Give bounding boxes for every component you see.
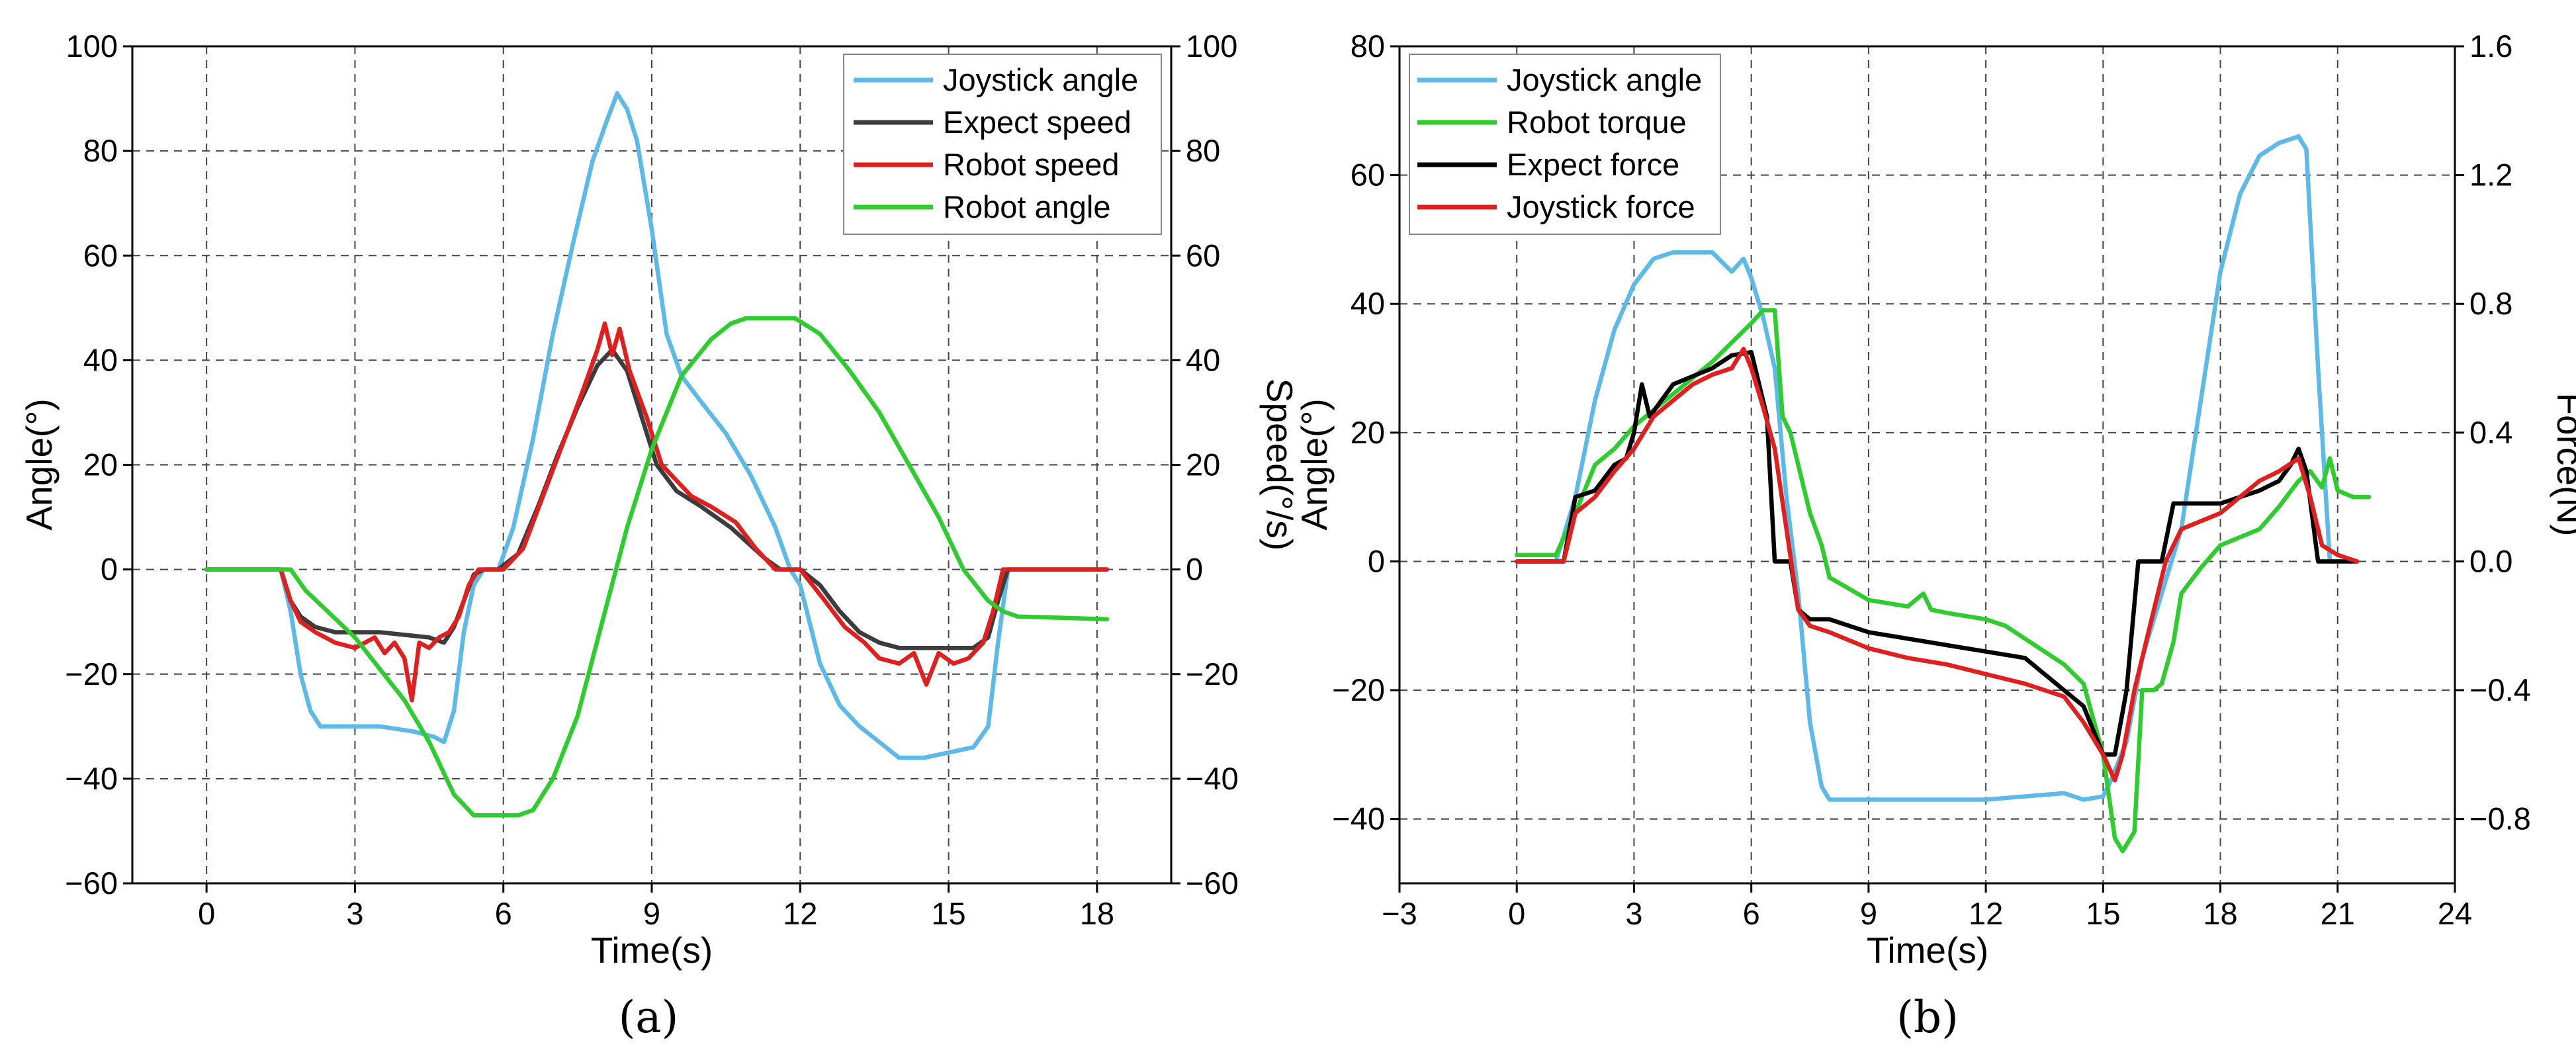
y-tick-label: 100 (66, 28, 118, 64)
panel-b-y2-ticks: −0.8 −0.4 0.0 0.4 0.8 1.2 1.6 (2455, 28, 2531, 836)
series-line-expect-force (1514, 349, 2360, 757)
panel-a-y-axis-label: Angle(°) (19, 398, 60, 530)
x-tick-label: 15 (2086, 896, 2120, 931)
panel-b-legend: Joystick angle Robot torque Expect force Jo… (1409, 54, 1721, 235)
x-tick-label: 12 (783, 896, 817, 931)
panel-b-series (1514, 134, 2372, 854)
x-tick-label: 9 (1860, 896, 1877, 931)
y2-tick-label: −60 (1186, 865, 1239, 901)
panel-a-x-ticks: 0 3 6 9 12 15 18 (198, 883, 1114, 931)
y2-tick-label: 60 (1186, 238, 1220, 273)
x-tick-label: 6 (1743, 896, 1760, 931)
x-tick-label: −3 (1382, 896, 1417, 931)
legend-entry-label: Expect force (1507, 147, 1679, 182)
y2-tick-label: −0.8 (2469, 801, 2531, 836)
legend-entry-label: Joystick angle (943, 62, 1138, 97)
legend-entry-label: Joystick force (1507, 189, 1695, 224)
y2-tick-label: 0.0 (2469, 543, 2512, 578)
panel-a-series (204, 91, 1110, 818)
series-line-robot-torque (1514, 308, 2372, 854)
x-tick-label: 3 (346, 896, 363, 931)
panel-a-legend-box (843, 54, 1162, 235)
panel-b-y2-axis-label: Force(N) (2550, 393, 2576, 537)
y-tick-label: 40 (83, 342, 118, 377)
panel-a-x-axis-label: Time(s) (591, 930, 713, 971)
y2-tick-label: −20 (1186, 656, 1239, 691)
x-tick-label: 15 (931, 896, 965, 931)
series-line-joystick-force (1514, 347, 2360, 783)
y-tick-label: 80 (83, 133, 118, 168)
y2-tick-label: 0 (1186, 552, 1203, 587)
y-tick-label: −20 (65, 656, 118, 691)
y-tick-label: −60 (65, 865, 118, 901)
series-line-robot-speed (204, 321, 1110, 703)
y-tick-label: 20 (1351, 415, 1385, 450)
y2-tick-label: 100 (1186, 28, 1237, 64)
series-line-expect-speed (204, 347, 1110, 650)
panel-b-plot-frame (1398, 45, 2456, 885)
x-tick-label: 24 (2438, 896, 2472, 931)
x-tick-label: 3 (1625, 896, 1642, 931)
legend-entry-label: Expect speed (943, 105, 1132, 140)
y-tick-label: 20 (83, 447, 118, 482)
y2-tick-label: 1.2 (2469, 157, 2512, 193)
x-tick-label: 6 (495, 896, 512, 931)
y2-tick-label: 0.4 (2469, 415, 2512, 450)
panel-a-y-ticks: −60 −40 −20 0 20 40 60 80 100 (65, 28, 132, 901)
y2-tick-label: −0.4 (2469, 672, 2531, 707)
y-tick-label: 80 (1351, 28, 1385, 64)
x-tick-label: 18 (1080, 896, 1114, 931)
y2-tick-label: 80 (1186, 133, 1220, 168)
series-line-joystick-angle (1514, 134, 2340, 802)
y2-tick-label: 40 (1186, 342, 1220, 377)
x-tick-label: 18 (2203, 896, 2237, 931)
y-tick-label: −40 (65, 761, 118, 796)
panel-a-y2-axis-label: Speed(°/s) (1259, 378, 1300, 551)
legend-entry-label: Robot speed (943, 147, 1120, 182)
y-tick-label: 60 (83, 238, 118, 273)
panel-b-caption: (b) (1896, 992, 1959, 1043)
legend-entry-label: Robot torque (1507, 105, 1687, 140)
y2-tick-label: 1.6 (2469, 28, 2512, 64)
x-tick-label: 0 (1508, 896, 1525, 931)
x-tick-label: 9 (643, 896, 660, 931)
y-tick-label: 0 (1368, 543, 1385, 578)
y-tick-label: −20 (1332, 672, 1385, 707)
x-tick-label: 12 (1969, 896, 2003, 931)
legend-entry-label: Robot angle (943, 189, 1110, 224)
series-line-robot-angle (204, 316, 1110, 818)
y2-tick-label: −40 (1186, 761, 1239, 796)
panel-a-y2-ticks: −60 −40 −20 0 20 40 60 80 100 (1171, 28, 1239, 901)
y-tick-label: 40 (1351, 286, 1385, 321)
panel-b-legend-box (1409, 54, 1721, 235)
x-tick-label: 21 (2321, 896, 2355, 931)
x-tick-label: 0 (198, 896, 215, 931)
panel-a-legend: Joystick angle Expect speed Robot speed Rob… (843, 54, 1162, 235)
panel-b-x-axis-label: Time(s) (1867, 930, 1988, 971)
y-tick-label: 0 (101, 552, 118, 587)
panel-a-caption: (a) (619, 992, 679, 1043)
legend-entry-label: Joystick angle (1507, 62, 1702, 97)
series-line-joystick-angle (204, 91, 1110, 760)
panel-b-x-ticks: −3 0 3 6 9 12 15 18 21 24 (1382, 883, 2472, 931)
panel-b-y-axis-label: Angle(°) (1294, 398, 1335, 530)
y-tick-label: −40 (1332, 801, 1385, 836)
y-tick-label: 60 (1351, 157, 1385, 193)
y2-tick-label: 20 (1186, 447, 1220, 482)
panel-b-y-ticks: −40 −20 0 20 40 60 80 (1332, 28, 1399, 836)
y2-tick-label: 0.8 (2469, 286, 2512, 321)
